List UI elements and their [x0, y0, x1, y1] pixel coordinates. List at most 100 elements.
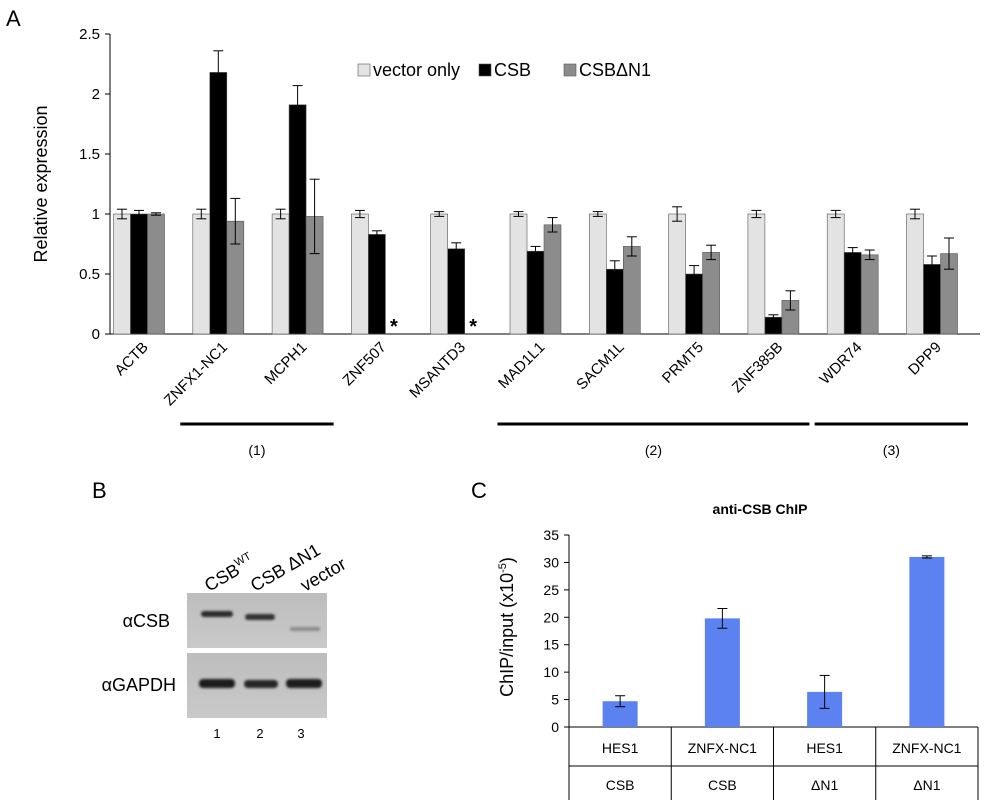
a-y-tick-label: 1	[92, 206, 100, 223]
lane-label-csb-wt: CSBWT	[201, 550, 259, 595]
error-bar-znfx1-nc1-vector-only	[196, 208, 207, 220]
error-bar-actb-csb	[134, 209, 144, 219]
error-bar-actb-vector-only	[117, 208, 127, 220]
bar-prmt5-csb	[685, 273, 703, 335]
chip-bar-znfx-nc1-csb	[704, 618, 740, 727]
group-label-2: (2)	[645, 442, 662, 458]
panel-a-bars	[113, 72, 958, 335]
bar-wdr74-csb	[843, 252, 862, 335]
lane-number-2: 2	[256, 726, 263, 741]
bar-dpp9-vector-only	[906, 213, 924, 335]
row-label-csb: αCSB	[123, 611, 170, 631]
chip-category-target: ZNFX-NC1	[688, 740, 757, 756]
c-y-tick-label: 20	[543, 609, 559, 625]
western-blot: CSBWT CSB ΔN1 vector αCSB αGAPDH 1 2 3	[102, 540, 350, 741]
bar-dpp9-csb	[923, 264, 941, 335]
bar-wdr74-vector-only	[826, 213, 845, 335]
chip-error-bar-hes1-csb	[615, 695, 626, 708]
error-bar-znf385b-csb-n1	[785, 290, 796, 311]
error-bar-prmt5-csb	[689, 265, 700, 283]
x-tick-label-prmt5: PRMT5	[659, 339, 707, 387]
gapdh-band-lane-2	[244, 680, 278, 688]
chip-chart-title: anti-CSB ChIP	[713, 501, 808, 517]
chip-bars	[602, 556, 945, 727]
chip-y-axis-label: ChIP/input (x10-5)	[497, 557, 517, 697]
error-bar-prmt5-vector-only	[672, 206, 683, 222]
x-tick-label-mad1l1: MAD1L1	[495, 339, 548, 392]
bar-wdr74-csb-n1	[860, 254, 879, 335]
error-bar-znf385b-vector-only	[751, 209, 762, 219]
a-y-tick-label: 1.5	[79, 146, 100, 163]
legend-label-csb-n1: CSBΔN1	[579, 60, 651, 80]
bar-sacm1l-csb	[605, 268, 624, 335]
x-tick-label-znf385b: ZNF385B	[729, 339, 786, 396]
bar-mad1l1-csb-n1	[543, 224, 562, 335]
error-bar-actb-csb-n1	[151, 212, 161, 216]
bar-sacm1l-csb-n1	[622, 246, 641, 335]
error-bar-dpp9-csb-n1	[944, 237, 954, 270]
bar-actb-csb-n1	[147, 213, 165, 335]
error-bar-mcph1-csb	[292, 85, 303, 125]
error-bar-wdr74-vector-only	[830, 209, 841, 219]
a-y-tick-label: 2	[92, 86, 100, 103]
error-bar-znf507-csb	[371, 230, 382, 239]
x-tick-label-msantd3: MSANTD3	[406, 339, 469, 402]
chip-category-condition: ΔN1	[913, 777, 940, 793]
a-y-tick-label: 0.5	[79, 266, 100, 283]
csb-band-lane-2	[245, 614, 275, 620]
bar-actb-vector-only	[113, 213, 131, 335]
chip-error-bar-hes1-n1	[819, 674, 830, 709]
error-bar-sacm1l-vector-only	[592, 211, 603, 217]
error-bar-prmt5-csb-n1	[706, 244, 717, 261]
bar-msantd3-csb	[447, 248, 466, 335]
error-bar-sacm1l-csb	[609, 260, 620, 279]
chip-category-condition: ΔN1	[811, 777, 838, 793]
chip-category-target: ZNFX-NC1	[892, 740, 961, 756]
chip-chart: anti-CSB ChIP ChIP/input (x10-5) 0 5 10 15 2…	[497, 501, 979, 800]
bar-actb-csb	[130, 213, 148, 335]
bar-prmt5-vector-only	[668, 213, 686, 335]
panel-c-letter: C	[471, 478, 487, 503]
error-bar-wdr74-csb-n1	[864, 249, 875, 261]
a-y-tick-label: 2.5	[79, 26, 100, 43]
bar-sacm1l-vector-only	[588, 213, 607, 335]
x-tick-label-znf507: ZNF507	[339, 339, 389, 389]
group-label-1: (1)	[248, 442, 265, 458]
bar-mad1l1-vector-only	[509, 213, 528, 335]
error-bar-dpp9-vector-only	[910, 208, 920, 220]
bar-znfx1-nc1-csb	[209, 72, 228, 335]
panel-b-letter: B	[92, 478, 107, 503]
chip-category-target: HES1	[806, 740, 843, 756]
bar-mcph1-csb	[288, 104, 307, 335]
chip-category-condition: CSB	[606, 777, 635, 793]
x-tick-label-znfx1-nc1: ZNFX1-NC1	[161, 339, 231, 409]
error-bar-znf507-vector-only	[354, 209, 365, 219]
csb-blot-strip	[187, 593, 327, 648]
chip-y-ticks: 0 5 10 15 20 25 30 35	[543, 527, 569, 735]
bar-znfx1-nc1-vector-only	[192, 213, 211, 335]
csb-band-lane-3	[290, 627, 320, 631]
error-bar-mad1l1-csb	[530, 245, 541, 257]
bar-mcph1-vector-only	[271, 213, 290, 335]
bar-mad1l1-csb	[526, 250, 545, 335]
chip-error-bar-znfx-nc1-csb	[717, 608, 728, 629]
legend-label-csb: CSB	[494, 60, 531, 80]
panel-a-error-bars	[117, 50, 954, 321]
panel-a-y-ticks: 0 0.5 1 1.5 2 2.5	[79, 26, 110, 343]
error-bar-sacm1l-csb-n1	[626, 236, 637, 257]
chip-error-bar-znfx-nc1-n1	[921, 555, 932, 559]
chip-category-target: HES1	[602, 740, 639, 756]
legend-swatch-csb	[478, 63, 492, 77]
row-label-gapdh: αGAPDH	[102, 675, 176, 695]
c-y-tick-label: 0	[551, 719, 559, 735]
error-bar-znfx1-nc1-csb-n1	[230, 197, 241, 245]
x-tick-label-sacm1l: SACM1L	[573, 339, 627, 393]
asterisk-msantd3: *	[469, 316, 477, 338]
error-bar-msantd3-csb	[451, 242, 462, 256]
bar-znf385b-vector-only	[747, 213, 766, 335]
legend-swatch-vector-only	[357, 63, 371, 77]
c-y-tick-label: 35	[543, 527, 559, 543]
chip-bar-znfx-nc1-n1	[909, 556, 945, 727]
asterisk-znf507: *	[390, 316, 398, 338]
c-y-tick-label: 10	[543, 664, 559, 680]
